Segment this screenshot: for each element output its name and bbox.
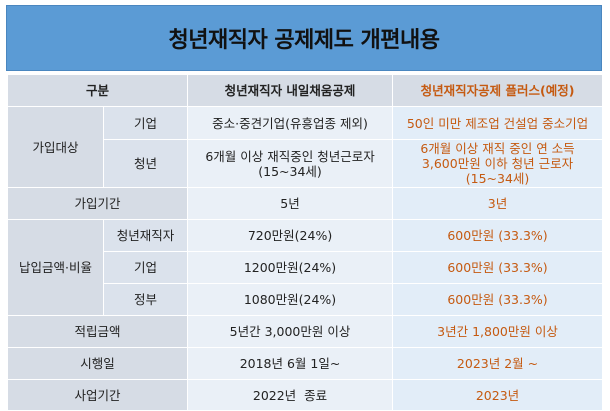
biz-plus: 2023년 — [392, 379, 604, 411]
pay-gov-current: 1080만원(24%) — [187, 283, 394, 316]
pay-company-current: 1200만원(24%) — [187, 251, 394, 284]
youth-plus-line: (15~34세) — [465, 171, 530, 186]
pay-gov-plus: 600만원 (33.3%) — [392, 283, 604, 316]
payment-label: 납입금액·비율 — [7, 219, 104, 316]
youth-current-line: (15~34세) — [258, 163, 322, 179]
company-current: 중소·중견기업(유흥업종 제외) — [187, 106, 394, 140]
biz-current: 2022년 종료 — [187, 379, 394, 411]
target-label: 가입대상 — [7, 106, 104, 188]
savings-current: 5년간 3,000만원 이상 — [187, 315, 394, 348]
biz-label: 사업기간 — [6, 379, 189, 411]
header-category: 구분 — [6, 74, 189, 107]
savings-plus: 3년간 1,800만원 이상 — [392, 315, 604, 348]
period-label: 가입기간 — [6, 187, 189, 220]
company-plus: 50인 미만 제조업 건설업 중소기업 — [392, 106, 604, 140]
pay-company-label: 기업 — [102, 251, 189, 284]
start-plus: 2023년 2월 ~ — [392, 347, 604, 380]
youth-label: 청년 — [102, 139, 189, 188]
table-header-row: 구분 청년재직자 내일채움공제 청년재직자공제 플러스(예정) — [6, 74, 604, 107]
table-row: 사업기간 2022년 종료 2023년 — [6, 379, 604, 411]
youth-current-line: 6개월 이상 재직중인 청년근로자 — [205, 148, 375, 164]
comparison-table: 구분 청년재직자 내일채움공제 청년재직자공제 플러스(예정) 가입대상 기업 … — [6, 74, 604, 411]
pay-company-plus: 600만원 (33.3%) — [392, 251, 604, 284]
table-row: 정부 1080만원(24%) 600만원 (33.3%) — [8, 283, 604, 316]
company-label: 기업 — [102, 106, 189, 140]
pay-gov-label: 정부 — [102, 283, 189, 316]
table-row: 납입금액·비율 청년재직자 720만원(24%) 600만원 (33.3%) — [7, 219, 604, 316]
start-current: 2018년 6월 1일~ — [187, 347, 394, 380]
header-plus: 청년재직자공제 플러스(예정) — [392, 74, 604, 107]
table-row: 청년 6개월 이상 재직중인 청년근로자 (15~34세) 6개월 이상 재직 … — [8, 139, 604, 188]
period-current: 5년 — [187, 187, 394, 220]
pay-worker-current: 720만원(24%) — [187, 219, 394, 252]
table-row: 시행일 2018년 6월 1일~ 2023년 2월 ~ — [6, 347, 604, 380]
savings-label: 적립금액 — [6, 315, 189, 348]
table-row: 적립금액 5년간 3,000만원 이상 3년간 1,800만원 이상 — [6, 315, 604, 348]
table-row: 가입대상 기업 중소·중견기업(유흥업종 제외) 50인 미만 제조업 건설업 … — [7, 106, 604, 188]
table-row: 가입기간 5년 3년 — [6, 187, 604, 220]
period-plus: 3년 — [392, 187, 604, 220]
youth-plus: 6개월 이상 재직 중인 연 소득 3,600만원 이하 청년 근로자 (15~… — [392, 139, 604, 188]
header-current: 청년재직자 내일채움공제 — [187, 74, 394, 107]
youth-plus-line: 6개월 이상 재직 중인 연 소득 — [420, 141, 575, 156]
page-title: 청년재직자 공제제도 개편내용 — [168, 28, 440, 53]
pay-worker-label: 청년재직자 — [102, 219, 189, 252]
title-bar: 청년재직자 공제제도 개편내용 — [6, 5, 602, 71]
pay-worker-plus: 600만원 (33.3%) — [392, 219, 604, 252]
youth-plus-line: 3,600만원 이하 청년 근로자 — [421, 156, 574, 171]
youth-current: 6개월 이상 재직중인 청년근로자 (15~34세) — [187, 139, 394, 188]
start-label: 시행일 — [6, 347, 189, 380]
